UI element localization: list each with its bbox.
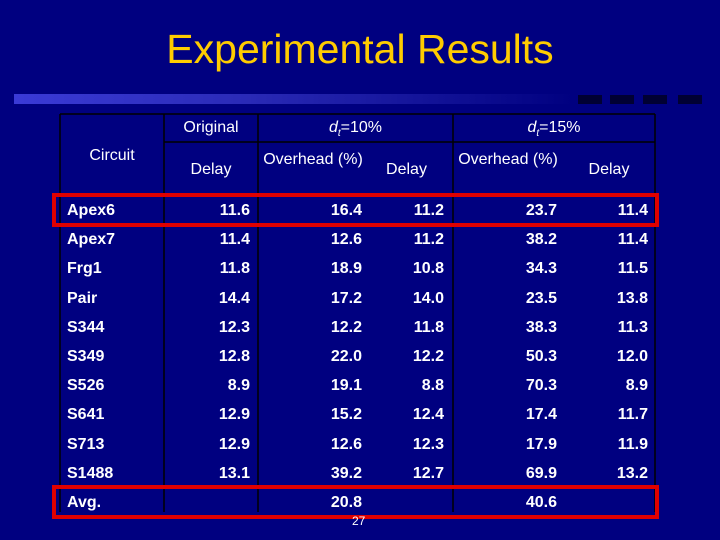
circuit-name: Apex6 (67, 202, 116, 219)
delay-15: 13.8 (616, 289, 648, 307)
circuit-name: Avg. (67, 494, 102, 511)
header-dt15: dt=15% (527, 119, 581, 140)
header-overhead-10: Overhead (%) (263, 151, 363, 168)
circuit-name: Pair (67, 289, 98, 307)
decor-square (643, 95, 667, 104)
original-delay: 11.4 (219, 231, 250, 249)
delay-10: 12.7 (412, 464, 444, 482)
delay-15: 11.9 (617, 435, 648, 453)
overhead-15: 23.5 (525, 289, 557, 307)
decor-square (578, 95, 602, 104)
highlight-box-avg (52, 485, 659, 519)
delay-15: 11.7 (617, 406, 648, 424)
header-delay-10: Delay (386, 161, 427, 178)
slide-title: Experimental Results (166, 26, 554, 72)
original-delay: 12.9 (218, 435, 250, 453)
circuit-name: Apex7 (67, 231, 116, 249)
original-delay: 13.1 (218, 464, 250, 482)
overhead-15: 69.9 (525, 464, 557, 482)
header-overhead-15: Overhead (%) (458, 151, 558, 168)
title-underline-bar (14, 94, 574, 104)
overhead-15: 50.3 (525, 348, 557, 365)
circuit-name: S349 (67, 348, 105, 365)
overhead-10: 16.4 (330, 202, 362, 219)
overhead-10: 20.8 (330, 494, 362, 511)
delay-10: 11.8 (413, 318, 444, 336)
original-delay: 11.6 (219, 202, 250, 219)
overhead-15: 17.9 (525, 435, 557, 453)
overhead-15: 34.3 (525, 260, 557, 278)
decor-square (610, 95, 634, 104)
overhead-15: 38.3 (525, 318, 557, 336)
circuit-name: S1488 (67, 464, 114, 482)
overhead-10: 22.0 (330, 348, 362, 365)
circuit-name: Frg1 (67, 260, 102, 278)
highlight-box-apex6 (52, 193, 659, 227)
overhead-10: 17.2 (330, 289, 362, 307)
delay-15: 13.2 (616, 464, 648, 482)
delay-15: 12.0 (616, 348, 648, 365)
delay-15: 11.4 (617, 202, 648, 219)
header-delay-15: Delay (588, 161, 630, 178)
overhead-10: 12.6 (330, 231, 362, 249)
decor-square (678, 95, 702, 104)
delay-15: 11.3 (617, 318, 648, 336)
original-delay: 12.8 (218, 348, 250, 365)
header-circuit: Circuit (89, 147, 135, 164)
circuit-name: S526 (67, 377, 105, 395)
original-delay: 12.9 (218, 406, 250, 424)
page-number: 27 (352, 514, 366, 528)
delay-10: 11.2 (413, 202, 444, 219)
overhead-15: 17.4 (525, 406, 557, 424)
original-delay: 11.8 (219, 260, 250, 278)
header-dt10: dt=10% (328, 119, 383, 140)
overhead-15: 70.3 (525, 377, 557, 395)
overhead-15: 40.6 (525, 494, 557, 511)
delay-10: 12.3 (412, 435, 444, 453)
circuit-name: S344 (67, 318, 105, 336)
header-original: Original (183, 119, 239, 136)
overhead-10: 18.9 (330, 260, 362, 278)
delay-10: 11.2 (413, 231, 444, 249)
original-delay: 12.3 (218, 318, 250, 336)
delay-10: 8.8 (421, 377, 444, 395)
delay-15: 11.5 (617, 260, 648, 278)
delay-10: 12.2 (412, 348, 444, 365)
overhead-15: 38.2 (525, 231, 557, 249)
delay-15: 8.9 (625, 377, 648, 395)
overhead-10: 15.2 (330, 406, 362, 424)
delay-10: 14.0 (412, 289, 444, 307)
overhead-15: 23.7 (525, 202, 557, 219)
overhead-10: 39.2 (330, 464, 362, 482)
delay-10: 10.8 (412, 260, 444, 278)
delay-15: 11.4 (617, 231, 648, 249)
circuit-name: S641 (67, 406, 105, 424)
original-delay: 8.9 (227, 377, 250, 395)
overhead-10: 12.2 (330, 318, 362, 336)
overhead-10: 19.1 (330, 377, 362, 395)
delay-10: 12.4 (412, 406, 444, 424)
overhead-10: 12.6 (330, 435, 362, 453)
header-original-delay: Delay (190, 161, 232, 178)
original-delay: 14.4 (218, 289, 250, 307)
circuit-name: S713 (67, 435, 105, 453)
